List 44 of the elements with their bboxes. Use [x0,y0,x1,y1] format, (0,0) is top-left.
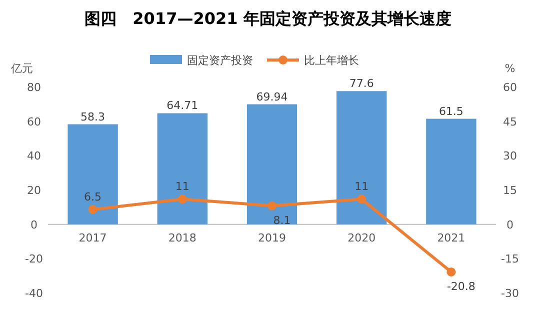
data-label: 61.5 [438,104,464,118]
y2-tick-label: 30 [503,150,517,163]
y2-tick-label: 60 [503,81,517,94]
point [446,267,456,276]
point [178,194,187,204]
bar [246,104,298,224]
data-label: 11 [354,180,369,194]
y-tick-label: -20 [25,252,43,266]
legend-label: 固定资产投资 [187,54,253,67]
y2-tick-label: -15 [501,252,519,266]
x-tick-label: 2021 [437,231,466,244]
y-tick-label: -40 [25,287,43,300]
x-tick-label: 2018 [168,231,196,244]
bar [336,91,387,224]
y2-axis-title: % [504,62,516,75]
data-label: 58.3 [80,110,106,124]
data-label: 8.1 [273,214,291,227]
bar [68,124,118,224]
y2-tick-label: 45 [503,115,517,128]
data-label: 64.71 [166,99,198,112]
data-label: 11 [175,180,190,194]
data-label: -20.8 [446,280,476,293]
data-label: 69.94 [256,90,288,104]
y-tick-label: 0 [30,218,38,232]
chart-title: 图四 2017—2021 年固定资产投资及其增长速度 [84,9,452,28]
bar [426,118,476,224]
data-label: 6.5 [84,190,102,204]
y-axis-title: 亿元 [10,62,33,75]
y-tick-label: 80 [27,81,41,94]
y-tick-label: 20 [27,184,41,197]
point [268,201,276,210]
point [88,204,98,214]
x-tick-label: 2020 [348,231,376,244]
y2-tick-label: -30 [501,287,519,300]
legend-label: 比上年增长 [304,54,359,67]
y2-tick-label: 15 [503,184,517,197]
y-tick-label: 60 [27,115,41,128]
y2-tick-label: 0 [506,218,514,232]
data-label: 77.6 [349,77,374,90]
point [357,194,366,204]
x-tick-label: 2019 [258,231,286,244]
x-tick-label: 2017 [78,231,107,244]
y-tick-label: 40 [27,150,41,163]
bar [157,113,208,224]
